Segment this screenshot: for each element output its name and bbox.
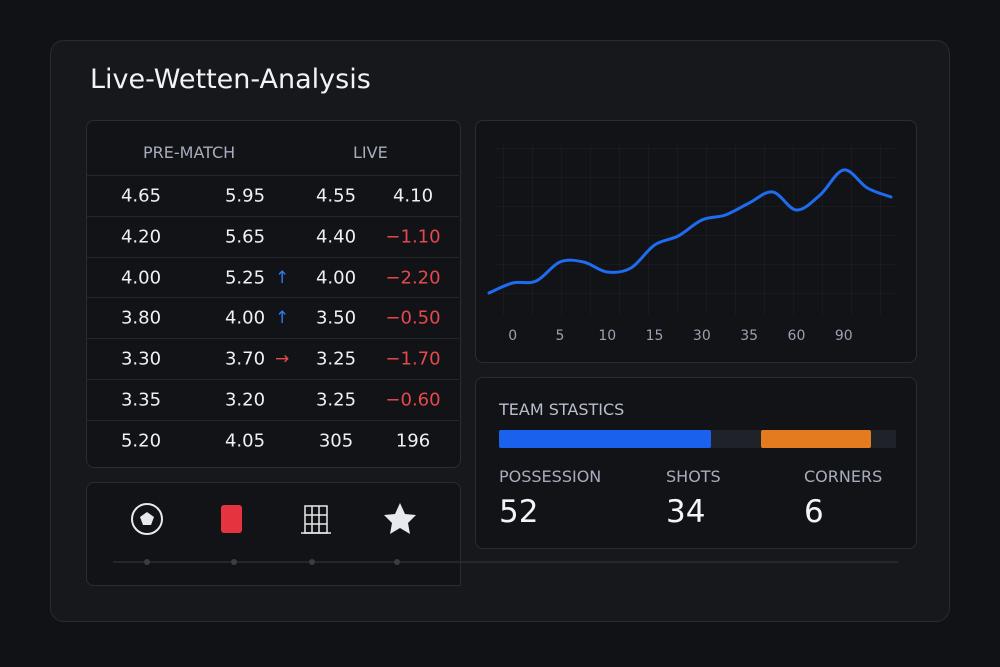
odds-cell: 3.70 [224, 348, 266, 370]
data-line [487, 168, 893, 295]
odds-cell: 305 [318, 430, 354, 452]
odds-cell: 4.20 [120, 226, 162, 248]
odds-cell: 5.25 [224, 267, 266, 289]
x-tick-label: 60 [788, 328, 806, 344]
odds-cell: 3.30 [120, 348, 162, 370]
odds-cell: −1.70 [385, 348, 441, 370]
odds-cell: 4.40 [315, 226, 357, 248]
x-tick-label: 35 [740, 328, 758, 344]
odds-cell: 4.00 [315, 267, 357, 289]
chart-grid [495, 145, 897, 315]
stat-value: 6 [804, 494, 824, 530]
row-divider [87, 419, 459, 421]
x-tick-label: 5 [555, 328, 564, 344]
arrow-right-icon: → [275, 349, 290, 369]
stat-label: POSSESSION [499, 467, 602, 486]
stat-value: 52 [499, 494, 539, 530]
red-card-icon [221, 505, 242, 533]
x-tick-label: 10 [598, 328, 616, 344]
odds-cell: 5.65 [224, 226, 266, 248]
ball-icon [131, 503, 163, 535]
odds-cell: 3.35 [120, 389, 162, 411]
odds-cell: −0.60 [385, 389, 441, 411]
row-divider [87, 215, 459, 217]
row-divider [87, 175, 459, 176]
table-header: LIVE [353, 143, 388, 162]
odds-cell: 3.25 [315, 389, 357, 411]
x-tick-label: 90 [835, 328, 853, 344]
x-tick-label: 15 [646, 328, 664, 344]
stat-value: 34 [666, 494, 706, 530]
odds-cell: −0.50 [385, 307, 441, 329]
arrow-up-icon: ↑ [275, 308, 290, 328]
odds-cell: −1.10 [385, 226, 441, 248]
stats-panel [475, 377, 917, 549]
stat-label: SHOTS [666, 467, 721, 486]
odds-cell: 5.20 [120, 430, 162, 452]
table-header: PRE-MATCH [143, 143, 236, 162]
odds-cell: 5.95 [224, 185, 266, 207]
arrow-up-icon: ↑ [275, 268, 290, 288]
odds-cell: 3.80 [120, 307, 162, 329]
odds-cell: 4.05 [224, 430, 266, 452]
odds-cell: 3.25 [315, 348, 357, 370]
odds-cell: 4.00 [120, 267, 162, 289]
stats-title: TEAM STASTICS [499, 400, 625, 419]
stats-bar-away [761, 430, 871, 448]
goal-icon [301, 505, 331, 534]
stats-bar-home [499, 430, 711, 448]
odds-cell: 4.10 [392, 185, 434, 207]
row-divider [87, 297, 459, 299]
odds-cell: 196 [395, 430, 431, 452]
row-divider [87, 256, 459, 258]
odds-cell: 4.00 [224, 307, 266, 329]
x-tick-label: 0 [508, 328, 517, 344]
row-divider [87, 338, 459, 340]
star-icon [384, 503, 416, 534]
stat-label: CORNERS [804, 467, 883, 486]
x-tick-label: 30 [693, 328, 711, 344]
odds-cell: 4.55 [315, 185, 357, 207]
odds-cell: 3.50 [315, 307, 357, 329]
odds-cell: −2.20 [385, 267, 441, 289]
line-chart: 0 5 10 15 30 35 60 90 [487, 145, 897, 344]
odds-panel [86, 120, 461, 468]
odds-cell: 4.65 [120, 185, 162, 207]
timeline-dots [144, 559, 400, 565]
row-divider [87, 379, 459, 380]
odds-cell: 3.20 [224, 389, 266, 411]
page-title: Live-Wetten-Analysis [90, 64, 371, 95]
